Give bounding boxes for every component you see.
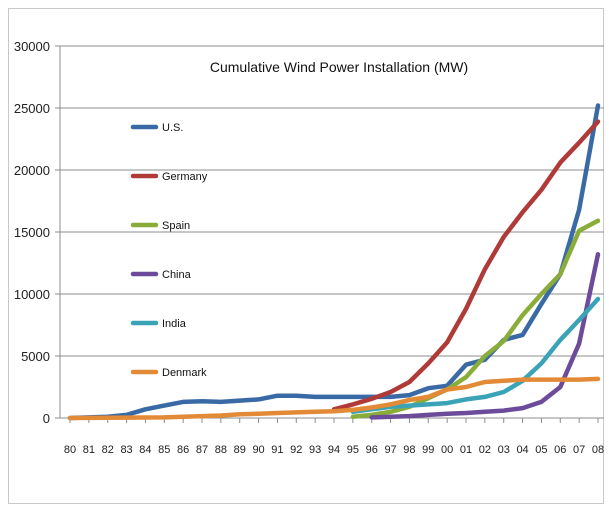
legend-label-china: China — [162, 269, 192, 281]
x-tick-label: 93 — [309, 444, 321, 456]
x-tick-label: 95 — [347, 444, 359, 456]
x-tick-label: 05 — [535, 444, 547, 456]
gridlines — [55, 45, 604, 423]
x-tick-label: 81 — [83, 444, 95, 456]
series-line-u-s — [67, 103, 601, 421]
x-tick-label: 92 — [290, 444, 302, 456]
x-tick-label: 04 — [516, 444, 528, 456]
x-tick-label: 06 — [554, 444, 566, 456]
y-tick-label: 15000 — [14, 225, 50, 240]
x-tick-label: 98 — [403, 444, 415, 456]
legend: U.S. Germany Spain China India Denmark — [130, 122, 208, 379]
x-tick-label: 85 — [158, 444, 170, 456]
y-tick-label: 10000 — [14, 287, 50, 302]
x-tick-label: 80 — [64, 444, 76, 456]
x-tick-label: 07 — [573, 444, 585, 456]
x-tick-label: 89 — [234, 444, 246, 456]
series-lines — [67, 103, 601, 421]
y-tick-label: 5000 — [21, 349, 50, 364]
y-tick-label: 30000 — [14, 39, 50, 54]
x-tick-label: 84 — [139, 444, 151, 456]
series-line-spain — [350, 218, 601, 420]
x-tick-label: 94 — [328, 444, 340, 456]
series-line-china — [369, 252, 601, 420]
x-tick-label: 03 — [498, 444, 510, 456]
x-tick-labels: 80 81 82 83 84 85 86 87 88 89 90 91 92 93 94 95 96 97 98 99… — [64, 444, 604, 456]
series-line-india — [350, 296, 601, 415]
x-tick-label: 00 — [441, 444, 453, 456]
y-tick-label: 25000 — [14, 101, 50, 116]
series-line-denmark — [67, 376, 601, 421]
x-tick-label: 01 — [460, 444, 472, 456]
y-tick-label: 0 — [43, 411, 50, 426]
legend-label-india: India — [162, 318, 187, 330]
x-tick-label: 90 — [252, 444, 264, 456]
legend-label-germany: Germany — [162, 171, 208, 183]
y-tick-labels: 0 5000 10000 15000 20000 25000 30000 — [14, 39, 50, 426]
x-tick-label: 99 — [422, 444, 434, 456]
x-tick-label: 87 — [196, 444, 208, 456]
y-tick-label: 20000 — [14, 163, 50, 178]
x-tick-label: 91 — [271, 444, 283, 456]
x-tick-label: 83 — [120, 444, 132, 456]
x-tick-label: 97 — [384, 444, 396, 456]
x-tick-label: 96 — [366, 444, 378, 456]
legend-label-u-s: U.S. — [162, 122, 183, 134]
legend-label-denmark: Denmark — [162, 367, 207, 379]
x-tick-label: 02 — [479, 444, 491, 456]
x-tick-label: 88 — [215, 444, 227, 456]
chart-title: Cumulative Wind Power Installation (MW) — [210, 59, 468, 75]
x-tick-label: 08 — [592, 444, 604, 456]
series-line-germany — [331, 119, 601, 412]
x-tick-label: 86 — [177, 444, 189, 456]
x-tick-label: 82 — [102, 444, 114, 456]
legend-label-spain: Spain — [162, 220, 190, 232]
